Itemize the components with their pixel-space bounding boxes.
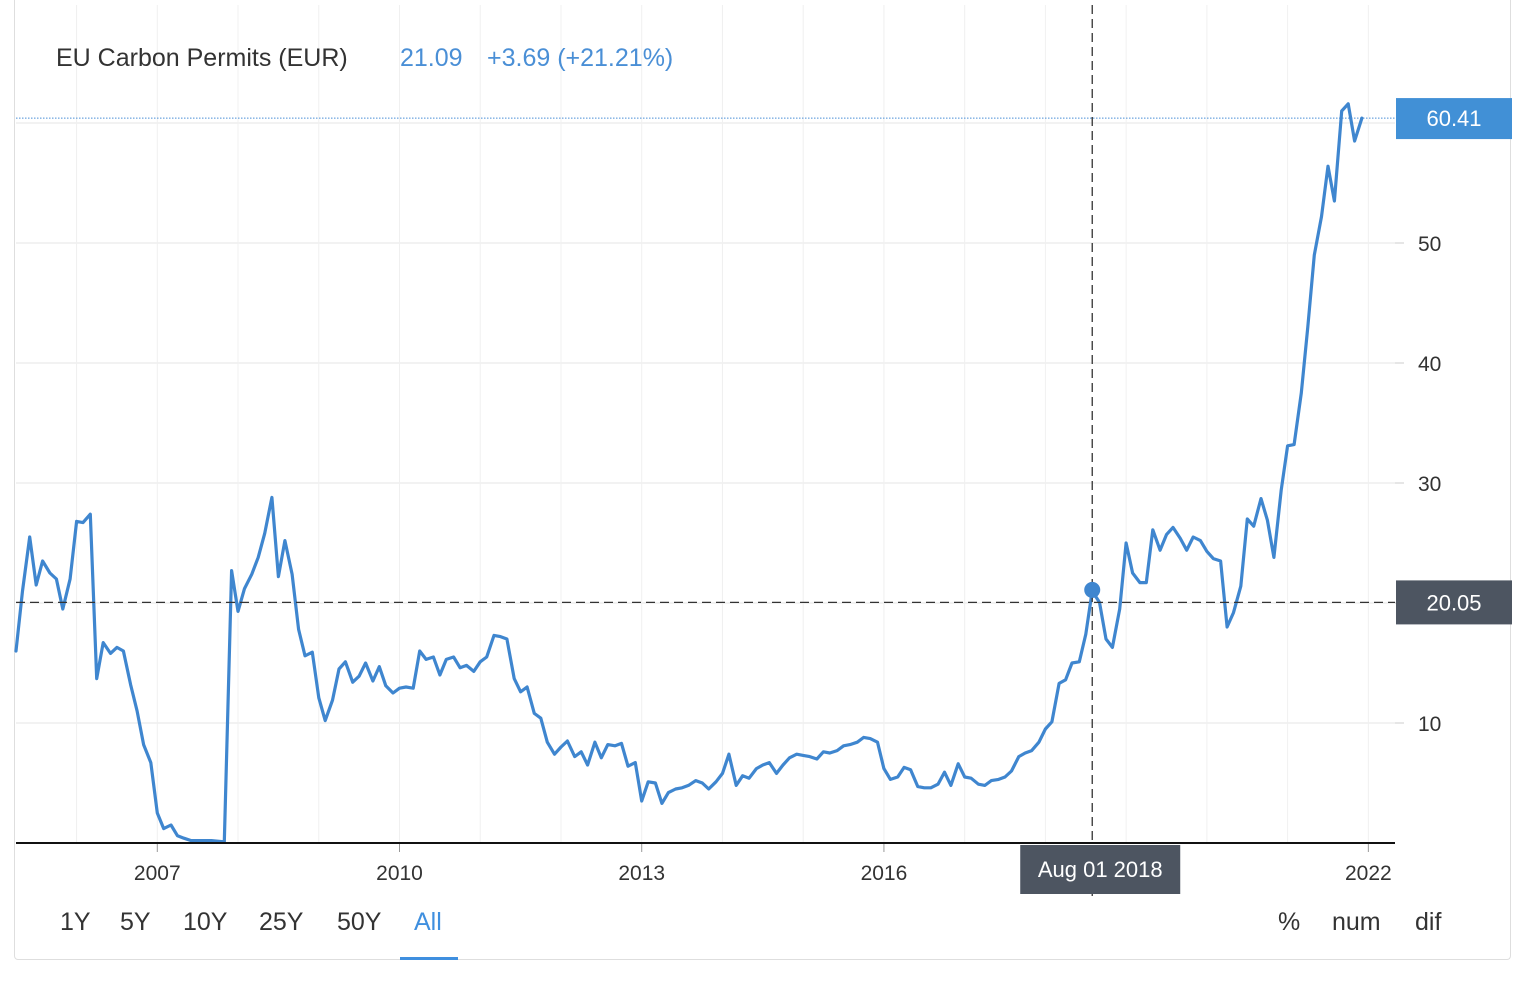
y-tick-label: 40: [1418, 353, 1441, 376]
range-1y-button[interactable]: 1Y: [60, 908, 91, 936]
crosshair-value-box: [1396, 580, 1512, 625]
x-tick-label: 2013: [618, 862, 665, 885]
last-price-label-text: 60.41: [1426, 106, 1481, 131]
active-range-indicator: [400, 957, 458, 960]
last-price-label-box: [1396, 98, 1512, 140]
crosshair-date-box: [1020, 845, 1181, 894]
range-10y-button[interactable]: 10Y: [183, 908, 228, 936]
x-tick-label: 2016: [861, 862, 908, 885]
x-axis-ticks: 2007 2010 2013 2016 2022: [134, 843, 1392, 885]
crosshair-marker: [1084, 581, 1101, 598]
x-tick-label: 2007: [134, 862, 181, 885]
chart-frame: [14, 0, 1511, 960]
range-25y-button[interactable]: 25Y: [259, 908, 304, 936]
mode-num-button[interactable]: num: [1332, 908, 1381, 936]
x-tick-label: 2022: [1345, 862, 1392, 885]
mode-percent-button[interactable]: %: [1278, 908, 1301, 936]
y-axis-ticks: 10 30 40 50: [1395, 233, 1441, 736]
crosshair-date-label: Aug 01 2018: [1020, 845, 1181, 894]
series-line[interactable]: [14, 102, 1364, 844]
crosshair-value-text: 20.05: [1426, 590, 1481, 615]
x-tick-label: 2010: [376, 862, 423, 885]
range-50y-button[interactable]: 50Y: [337, 908, 382, 936]
y-tick-label: 50: [1418, 233, 1441, 256]
last-price-label: 60.41: [1396, 98, 1512, 140]
grid: [16, 5, 1395, 843]
crosshair-value-label: 20.05: [1396, 580, 1512, 625]
price-change: +3.69 (+21.21%): [487, 44, 674, 72]
crosshair-date-text: Aug 01 2018: [1038, 857, 1163, 882]
range-all-button[interactable]: All: [414, 908, 442, 936]
chart-title: EU Carbon Permits (EUR): [56, 44, 348, 72]
mode-dif-button[interactable]: dif: [1415, 908, 1442, 936]
y-tick-label: 30: [1418, 473, 1441, 496]
current-price: 21.09: [400, 44, 463, 72]
y-tick-label: 10: [1418, 713, 1441, 736]
range-5y-button[interactable]: 5Y: [120, 908, 151, 936]
